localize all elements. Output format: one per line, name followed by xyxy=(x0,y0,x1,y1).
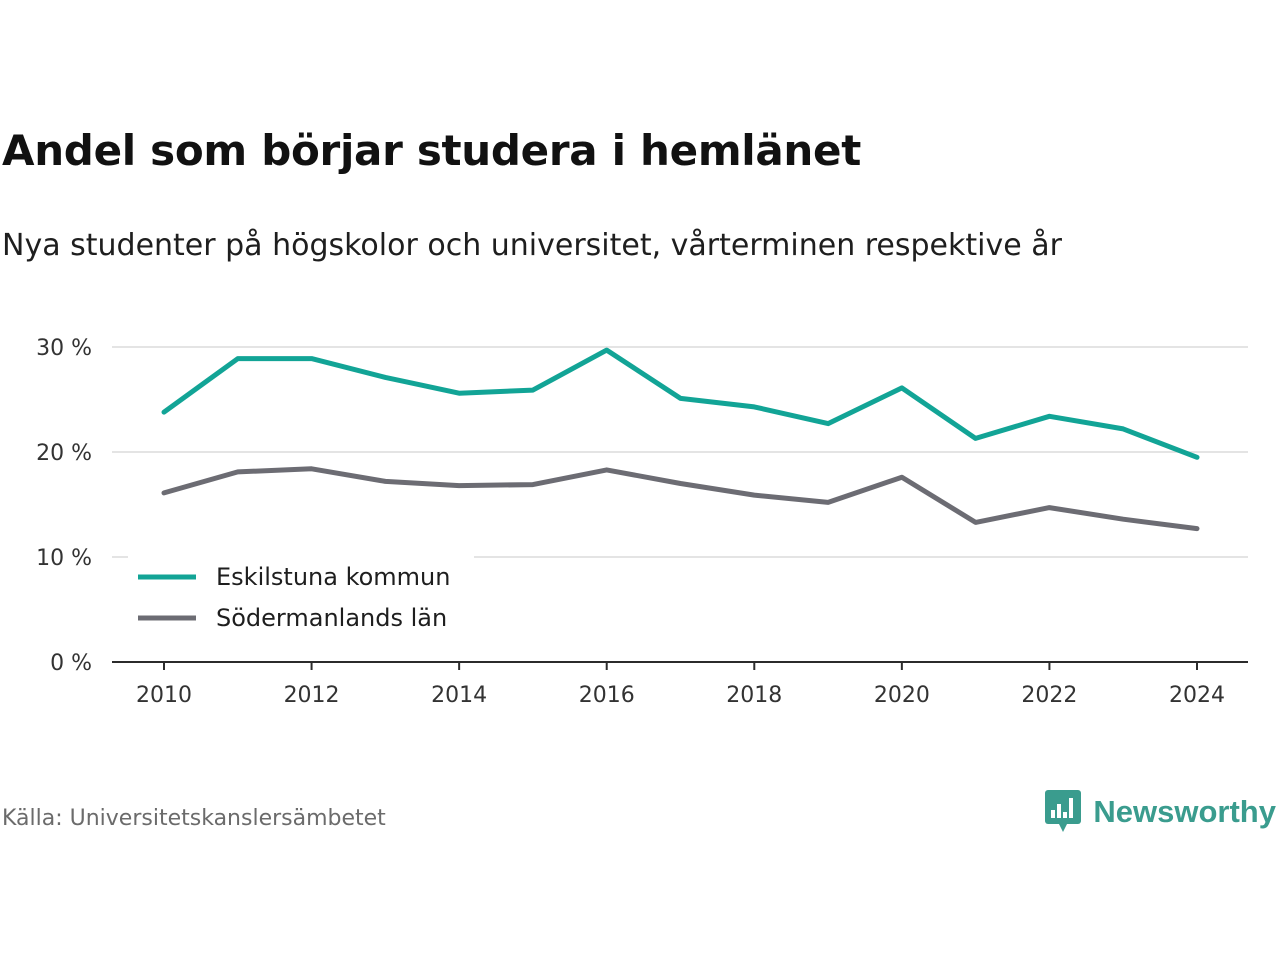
series-line-1 xyxy=(161,347,1200,460)
x-tick-label: 2014 xyxy=(431,683,487,708)
legend-label: Eskilstuna kommun xyxy=(216,563,450,591)
x-tick-label: 2020 xyxy=(874,683,930,708)
brand-name: Newsworthy xyxy=(1093,794,1276,829)
y-tick-label: 0 % xyxy=(50,651,92,676)
brand-logo: Newsworthy xyxy=(1045,790,1276,834)
x-tick-label: 2016 xyxy=(579,683,635,708)
x-tick-label: 2024 xyxy=(1169,683,1225,708)
chart-subtitle: Nya studenter på högskolor och universit… xyxy=(2,228,1062,263)
legend-background xyxy=(128,556,474,648)
x-tick-label: 2022 xyxy=(1021,683,1077,708)
y-tick-label: 20 % xyxy=(36,441,92,466)
newsworthy-logo-icon xyxy=(1045,790,1082,832)
source-note: Källa: Universitetskanslersämbetet xyxy=(2,806,386,831)
y-tick-label: 30 % xyxy=(36,336,92,361)
series-line-2 xyxy=(161,466,1200,532)
x-tick-label: 2018 xyxy=(726,683,782,708)
chart-title: Andel som börjar studera i hemlänet xyxy=(2,126,861,175)
legend-label: Södermanlands län xyxy=(216,604,447,632)
x-tick-label: 2012 xyxy=(284,683,340,708)
y-tick-label: 10 % xyxy=(36,546,92,571)
x-tick-label: 2010 xyxy=(136,683,192,708)
